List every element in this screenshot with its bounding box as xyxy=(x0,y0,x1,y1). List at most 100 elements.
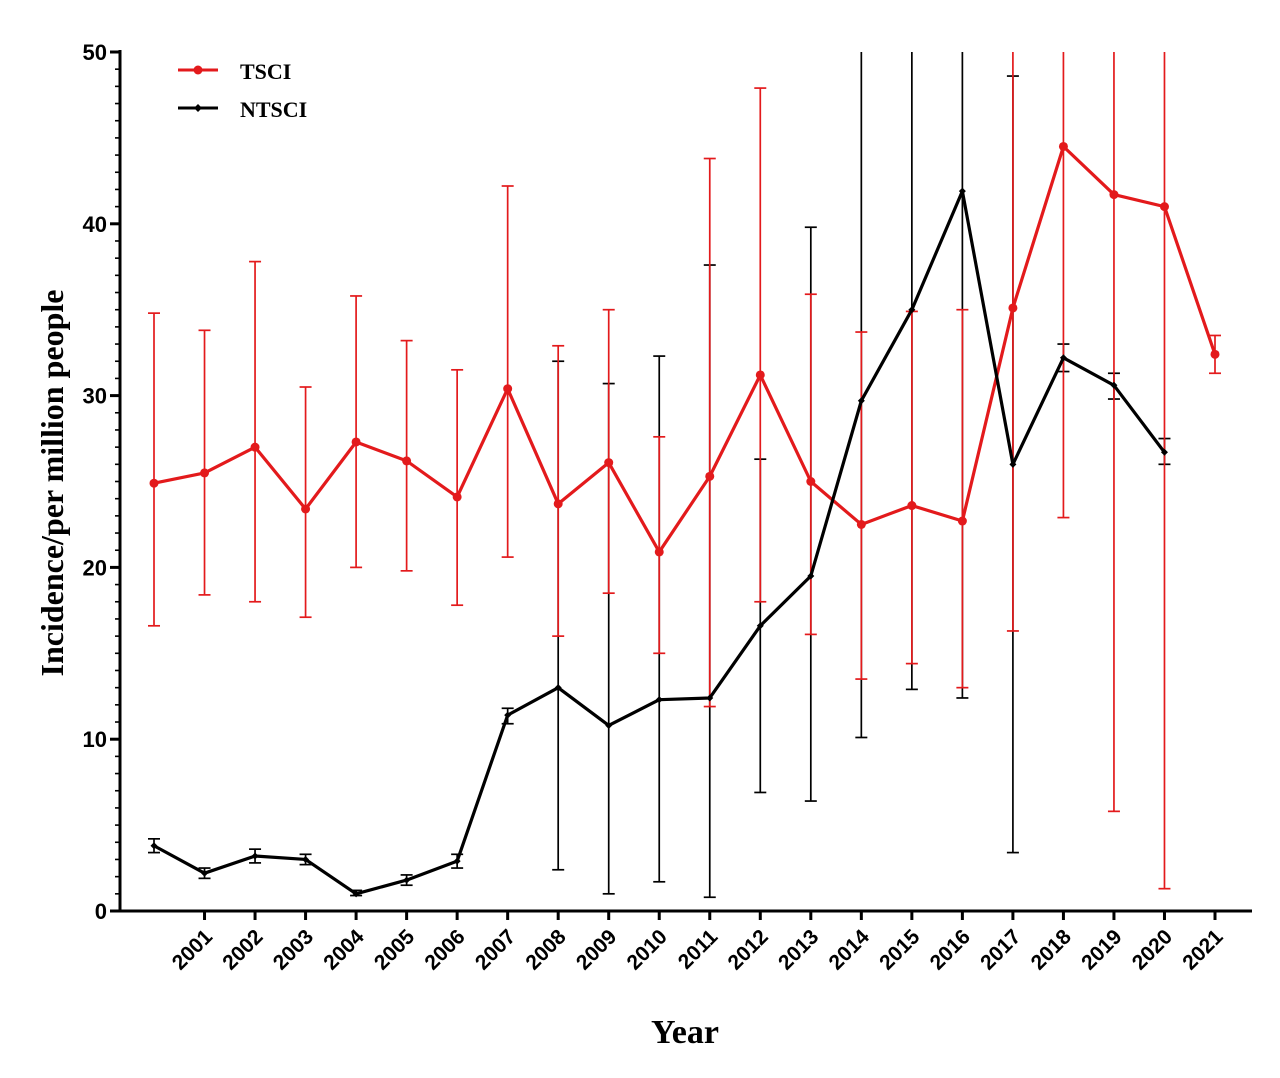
tsci-data-point xyxy=(351,437,361,447)
ntsci-data-point xyxy=(807,572,815,580)
ntsci-data-point xyxy=(605,721,613,729)
tsci-data-point xyxy=(250,442,260,452)
tsci-error-bar xyxy=(1057,52,1070,519)
ntsci-data-point xyxy=(251,852,259,860)
series-markers-layer xyxy=(149,141,1220,898)
ntsci-data-point xyxy=(504,711,512,719)
y-tick-label: 30 xyxy=(83,384,107,409)
ntsci-data-point xyxy=(1009,460,1017,468)
tsci-data-point xyxy=(1058,141,1068,151)
x-tick-label: 2003 xyxy=(269,925,318,974)
tsci-error-bar xyxy=(754,87,767,603)
tsci-data-point xyxy=(957,516,967,526)
legend-label-tsci: TSCI xyxy=(240,59,291,84)
tsci-error-bar xyxy=(1107,52,1120,813)
y-axis-title: Incidence/per million people xyxy=(34,290,70,677)
tsci-data-point xyxy=(1109,190,1119,200)
tsci-data-point xyxy=(301,504,311,514)
legend-item-tsci: TSCI xyxy=(178,59,291,84)
legend: TSCI NTSCI xyxy=(178,59,307,122)
x-tick-label: 2008 xyxy=(521,925,571,975)
tsci-error-bar xyxy=(350,295,363,569)
tsci-data-point xyxy=(452,492,462,502)
x-tick-label: 2017 xyxy=(976,925,1025,974)
tsci-data-point xyxy=(755,370,765,380)
x-tick-label: 2004 xyxy=(319,925,369,975)
tsci-error-bar xyxy=(148,312,160,627)
tsci-error-bar xyxy=(855,331,868,680)
x-tick-label: 2013 xyxy=(774,925,823,974)
tsci-error-bar xyxy=(552,344,565,637)
x-axis-title: Year xyxy=(651,1014,719,1051)
x-tick-label: 2001 xyxy=(168,925,218,975)
tsci-error-bar xyxy=(198,329,211,596)
tsci-data-point xyxy=(1159,202,1169,212)
ntsci-data-point xyxy=(756,622,764,630)
tsci-data-point xyxy=(654,547,664,557)
tsci-error-bar xyxy=(703,157,716,708)
tsci-error-bar xyxy=(400,339,413,572)
tsci-data-point xyxy=(503,384,513,394)
tsci-error-bar xyxy=(956,308,969,689)
x-tick-label: 2015 xyxy=(875,925,925,975)
ntsci-data-point xyxy=(453,857,461,865)
axes xyxy=(118,50,1252,913)
x-tick-label: 2018 xyxy=(1027,925,1077,975)
tsci-error-bar xyxy=(905,310,918,665)
tsci-error-bar xyxy=(249,260,262,603)
x-tick-label: 2016 xyxy=(926,925,975,974)
legend-label-ntsci: NTSCI xyxy=(240,97,307,122)
series-lines-layer xyxy=(153,144,1217,896)
ntsci-data-point xyxy=(150,842,158,850)
x-tick-label: 2019 xyxy=(1077,925,1126,974)
tsci-error-bar xyxy=(602,308,615,595)
tsci-error-bar xyxy=(653,435,666,655)
ntsci-data-point xyxy=(655,696,663,704)
tsci-error-bar xyxy=(299,386,312,619)
ntsci-data-point xyxy=(1160,448,1168,456)
ntsci-data-point xyxy=(958,187,966,195)
tsci-data-point xyxy=(149,478,159,488)
tsci-data-point xyxy=(1008,303,1018,313)
ntsci-data-point xyxy=(706,694,714,702)
ntsci-data-point xyxy=(302,855,310,863)
ntsci-data-point xyxy=(1110,381,1118,389)
x-tick-label: 2007 xyxy=(471,925,520,974)
tsci-data-point xyxy=(553,499,563,509)
ntsci-data-point xyxy=(201,869,209,877)
tsci-error-bar xyxy=(1158,52,1171,890)
tsci-error-bar xyxy=(804,293,817,636)
tsci-error-bar xyxy=(1006,52,1019,632)
legend-diamond-marker xyxy=(194,104,202,112)
x-tick-label: 2006 xyxy=(420,925,469,974)
x-tick-label: 2011 xyxy=(674,925,723,974)
tsci-data-point xyxy=(806,477,816,486)
error-bars-layer xyxy=(148,52,1221,899)
x-tick-label: 2021 xyxy=(1178,925,1228,975)
x-tick-label: 2009 xyxy=(572,925,621,974)
tsci-data-point xyxy=(705,471,715,481)
tsci-data-point xyxy=(1210,349,1220,359)
x-tick-label: 2002 xyxy=(218,925,267,974)
legend-item-ntsci: NTSCI xyxy=(178,97,307,122)
ntsci-data-point xyxy=(857,397,865,405)
x-tick-label: 2010 xyxy=(622,925,671,974)
tsci-data-point xyxy=(402,456,412,466)
tsci-data-point xyxy=(907,501,917,511)
y-tick-label: 20 xyxy=(83,555,107,580)
ntsci-data-point xyxy=(908,306,916,314)
legend-circle-marker xyxy=(193,65,203,75)
tsci-error-bar xyxy=(451,368,464,607)
y-tick-label: 0 xyxy=(95,899,107,924)
x-tick-label: 2014 xyxy=(825,925,875,975)
y-tick-label: 50 xyxy=(83,40,107,65)
tsci-data-point xyxy=(200,468,210,478)
y-tick-label: 10 xyxy=(83,727,107,752)
ntsci-data-point xyxy=(1059,354,1067,362)
tsci-series-line xyxy=(153,144,1217,554)
x-tick-label: 2012 xyxy=(724,925,773,974)
x-axis-ticks: 2001 2002 2003 2004 2005 2006 2007 2008 2009 2010… xyxy=(168,911,1228,975)
tsci-error-bar xyxy=(501,185,514,558)
x-tick-label: 2020 xyxy=(1128,925,1177,974)
